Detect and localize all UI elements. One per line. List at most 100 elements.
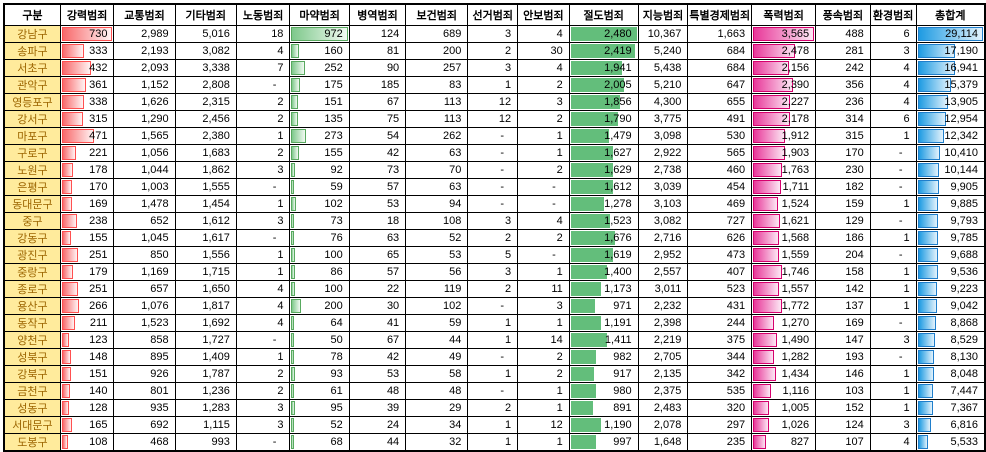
cell-violence[interactable]: 2,178 [751, 109, 817, 128]
cell-environment[interactable]: 1 [869, 194, 917, 213]
cell-labor[interactable]: 2 [235, 143, 291, 162]
cell-intelligence[interactable]: 2,922 [637, 143, 689, 162]
cell-morals[interactable]: 236 [815, 92, 871, 111]
cell-security[interactable]: 1 [517, 381, 570, 400]
cell-violent[interactable]: 251 [59, 279, 115, 298]
cell-other[interactable]: 1,556 [174, 245, 237, 264]
cell-violent[interactable]: 238 [59, 211, 115, 230]
cell-security[interactable]: 4 [517, 24, 570, 43]
cell-other[interactable]: 1,787 [174, 364, 237, 383]
header-election[interactable]: 선거범죄 [467, 3, 519, 26]
cell-security[interactable]: 12 [517, 415, 570, 434]
cell-environment[interactable]: - [869, 245, 917, 264]
cell-election[interactable]: 2 [467, 398, 519, 417]
cell-morals[interactable]: 230 [815, 160, 871, 179]
cell-labor[interactable]: 4 [235, 296, 291, 315]
cell-morals[interactable]: 169 [815, 313, 871, 332]
cell-environment[interactable]: - [869, 313, 917, 332]
cell-drug[interactable]: 200 [289, 296, 350, 315]
cell-election[interactable]: 1 [467, 330, 519, 349]
cell-violent[interactable]: 148 [59, 347, 115, 366]
cell-theft[interactable]: 1,627 [568, 143, 639, 162]
row-label-district[interactable]: 금천구 [3, 381, 61, 400]
cell-intelligence[interactable]: 3,098 [637, 126, 689, 145]
cell-military[interactable]: 18 [348, 211, 407, 230]
cell-health[interactable]: 56 [405, 262, 469, 281]
row-label-district[interactable]: 구로구 [3, 143, 61, 162]
cell-theft[interactable]: 2,480 [568, 24, 639, 43]
cell-intelligence[interactable]: 2,483 [637, 398, 689, 417]
cell-election[interactable]: 3 [467, 24, 519, 43]
cell-health[interactable]: 689 [405, 24, 469, 43]
cell-violence[interactable]: 1,711 [751, 177, 817, 196]
cell-intelligence[interactable]: 1,648 [637, 432, 689, 451]
cell-special-economic[interactable]: 647 [687, 75, 753, 94]
header-other[interactable]: 기타범죄 [174, 3, 237, 26]
row-label-district[interactable]: 동작구 [3, 313, 61, 332]
cell-traffic[interactable]: 1,045 [113, 228, 176, 247]
cell-total[interactable]: 8,130 [915, 347, 986, 366]
row-label-district[interactable]: 마포구 [3, 126, 61, 145]
cell-labor[interactable]: 3 [235, 160, 291, 179]
cell-labor[interactable]: 2 [235, 109, 291, 128]
cell-traffic[interactable]: 1,626 [113, 92, 176, 111]
cell-intelligence[interactable]: 10,367 [637, 24, 689, 43]
cell-special-economic[interactable]: 244 [687, 313, 753, 332]
cell-theft[interactable]: 1,191 [568, 313, 639, 332]
cell-security[interactable]: 2 [517, 109, 570, 128]
cell-intelligence[interactable]: 3,103 [637, 194, 689, 213]
cell-theft[interactable]: 1,612 [568, 177, 639, 196]
cell-traffic[interactable]: 1,003 [113, 177, 176, 196]
cell-morals[interactable]: 170 [815, 143, 871, 162]
cell-election[interactable]: - [467, 296, 519, 315]
cell-election[interactable]: 1 [467, 75, 519, 94]
cell-total[interactable]: 8,048 [915, 364, 986, 383]
cell-drug[interactable]: 102 [289, 194, 350, 213]
header-traffic[interactable]: 교통범죄 [113, 3, 176, 26]
cell-labor[interactable]: 2 [235, 381, 291, 400]
cell-morals[interactable]: 315 [815, 126, 871, 145]
cell-morals[interactable]: 103 [815, 381, 871, 400]
cell-special-economic[interactable]: 460 [687, 160, 753, 179]
cell-drug[interactable]: 76 [289, 228, 350, 247]
cell-special-economic[interactable]: 565 [687, 143, 753, 162]
cell-intelligence[interactable]: 3,039 [637, 177, 689, 196]
cell-morals[interactable]: 147 [815, 330, 871, 349]
cell-traffic[interactable]: 1,056 [113, 143, 176, 162]
cell-violent[interactable]: 179 [59, 262, 115, 281]
cell-total[interactable]: 9,688 [915, 245, 986, 264]
cell-other[interactable]: 1,612 [174, 211, 237, 230]
cell-election[interactable]: - [467, 347, 519, 366]
cell-theft[interactable]: 1,629 [568, 160, 639, 179]
cell-violent[interactable]: 140 [59, 381, 115, 400]
cell-violence[interactable]: 1,490 [751, 330, 817, 349]
cell-environment[interactable]: 4 [869, 92, 917, 111]
cell-intelligence[interactable]: 5,438 [637, 58, 689, 77]
cell-labor[interactable]: - [235, 432, 291, 451]
cell-total[interactable]: 8,868 [915, 313, 986, 332]
cell-drug[interactable]: 86 [289, 262, 350, 281]
cell-drug[interactable]: 61 [289, 381, 350, 400]
cell-violence[interactable]: 3,565 [751, 24, 817, 43]
cell-health[interactable]: 83 [405, 75, 469, 94]
cell-morals[interactable]: 182 [815, 177, 871, 196]
cell-security[interactable]: 2 [517, 364, 570, 383]
row-label-district[interactable]: 양천구 [3, 330, 61, 349]
cell-morals[interactable]: 356 [815, 75, 871, 94]
cell-intelligence[interactable]: 4,300 [637, 92, 689, 111]
cell-violence[interactable]: 1,746 [751, 262, 817, 281]
cell-military[interactable]: 42 [348, 347, 407, 366]
cell-special-economic[interactable]: 320 [687, 398, 753, 417]
cell-drug[interactable]: 68 [289, 432, 350, 451]
cell-health[interactable]: 48 [405, 381, 469, 400]
cell-health[interactable]: 262 [405, 126, 469, 145]
cell-environment[interactable]: 1 [869, 262, 917, 281]
cell-total[interactable]: 6,816 [915, 415, 986, 434]
cell-environment[interactable]: - [869, 177, 917, 196]
cell-election[interactable]: - [467, 381, 519, 400]
cell-total[interactable]: 29,114 [915, 24, 986, 43]
cell-health[interactable]: 102 [405, 296, 469, 315]
cell-intelligence[interactable]: 2,738 [637, 160, 689, 179]
row-label-district[interactable]: 중구 [3, 211, 61, 230]
cell-security[interactable]: 4 [517, 58, 570, 77]
